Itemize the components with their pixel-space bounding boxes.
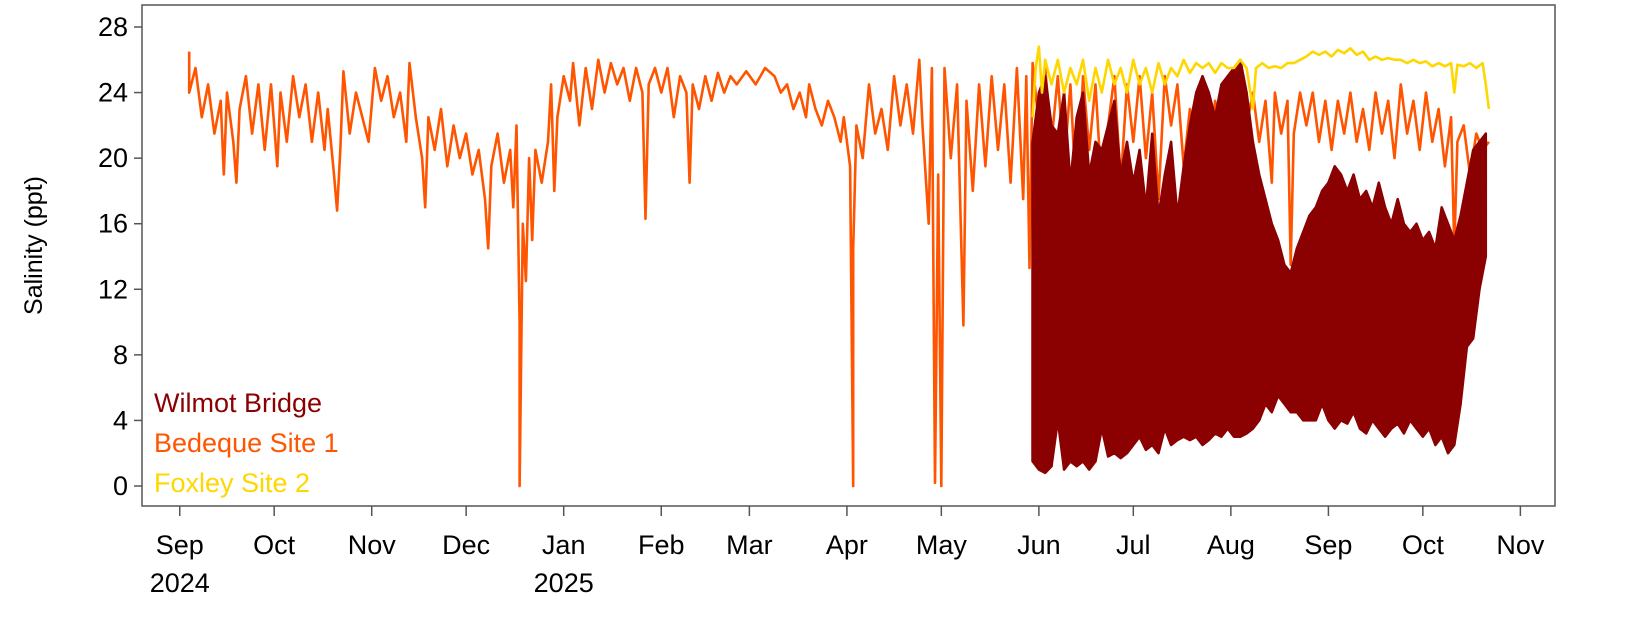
x-tick-label: May (916, 530, 968, 560)
series-line-foxley-site-2 (1031, 45, 1491, 118)
y-axis-title: Salinity (ppt) (20, 176, 48, 315)
x-tick-label: Oct (253, 530, 296, 560)
x-tick-label: Nov (1496, 530, 1545, 560)
x-axis: Sep 2024 Oct Nov Dec Jan 2025 Feb Mar Apr May Jun Ju… (150, 506, 1545, 598)
x-tick-label: Apr (826, 530, 868, 560)
y-tick-label: 16 (98, 209, 128, 239)
legend-entry-bedeque-site-1: Bedeque Site 1 (154, 428, 339, 458)
y-tick-label: 24 (98, 78, 128, 108)
x-tick-label: Nov (348, 530, 397, 560)
x-tick-year-label: 2025 (534, 568, 594, 598)
x-tick-label: Sep (1304, 530, 1352, 560)
x-tick-label: Jan (542, 530, 586, 560)
y-tick-label: 4 (113, 405, 128, 435)
x-tick-label: Jul (1116, 530, 1151, 560)
x-tick-label: Aug (1207, 530, 1255, 560)
y-axis: 0 4 8 12 16 20 24 28 (98, 12, 142, 501)
legend-entry-wilmot-bridge: Wilmot Bridge (154, 388, 322, 418)
x-tick-year-label: 2024 (150, 568, 210, 598)
y-tick-label: 8 (113, 340, 128, 370)
x-tick-label: Dec (442, 530, 490, 560)
plot-frame (141, 4, 1556, 507)
x-tick-label: Feb (638, 530, 685, 560)
y-tick-label: 28 (98, 12, 128, 42)
x-tick-label: Sep (156, 530, 204, 560)
y-tick-label: 20 (98, 143, 128, 173)
legend: Wilmot Bridge Bedeque Site 1 Foxley Site 2 (154, 388, 339, 498)
x-tick-label: Oct (1402, 530, 1445, 560)
x-tick-label: Jun (1017, 530, 1061, 560)
series-line-bedeque-site-1 (187, 51, 1490, 488)
y-tick-label: 0 (113, 471, 128, 501)
y-tick-label: 12 (98, 274, 128, 304)
series-layer (187, 45, 1491, 488)
x-tick-label: Mar (726, 530, 773, 560)
legend-entry-foxley-site-2: Foxley Site 2 (154, 468, 310, 498)
